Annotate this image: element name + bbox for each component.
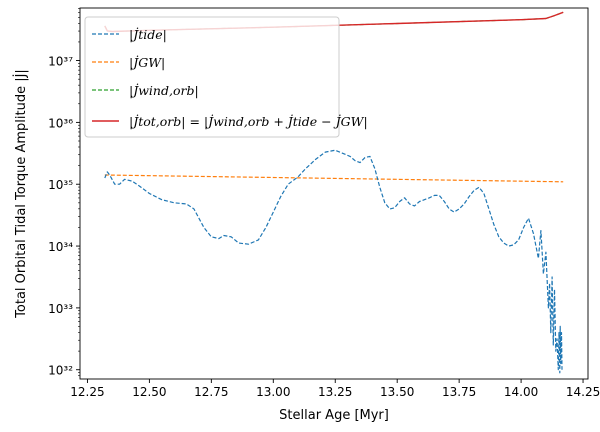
- x-tick-label: 14.00: [504, 385, 538, 399]
- x-tick-label: 12.75: [194, 385, 228, 399]
- x-tick-label: 13.25: [318, 385, 352, 399]
- y-axis-title: Total Orbital Tidal Torque Amplitude |J̇…: [14, 69, 29, 319]
- legend-label: |J̇GW|: [129, 55, 165, 70]
- y-tick-label: 10³⁴: [48, 240, 73, 254]
- series-line-0: [104, 149, 563, 374]
- axes-frame: [79, 7, 589, 380]
- x-tick-label: 12.50: [132, 385, 166, 399]
- x-tick-label: 14.25: [566, 385, 600, 399]
- x-tick-label: 12.25: [70, 385, 104, 399]
- ticks-layer: 12.25 12.50 12.75 13.00 13.25 13.50 13.75 14.00…: [48, 8, 600, 399]
- y-tick-label: 10³²: [48, 364, 73, 378]
- y-tick-label: 10³⁶: [48, 116, 73, 130]
- legend-box: [84, 16, 340, 138]
- y-tick-label: 10³⁷: [48, 55, 73, 69]
- x-tick-label: 13.00: [256, 385, 290, 399]
- legend-label: |J̇tide|: [129, 27, 167, 42]
- legend-label: |J̇tot,orb| = |J̇wind,orb + J̇tide − J̇G…: [129, 114, 368, 129]
- y-tick-label: 10³³: [48, 302, 73, 316]
- x-tick-label: 13.75: [442, 385, 476, 399]
- series-line-1: [104, 174, 564, 183]
- legend-label: |J̇wind,orb|: [129, 83, 199, 98]
- y-tick-label: 10³⁵: [48, 178, 73, 192]
- x-tick-label: 13.50: [380, 385, 414, 399]
- x-axis-title: Stellar Age [Myr]: [279, 408, 389, 423]
- legend: |J̇tide| |J̇GW| |J̇wind,orb| |J̇tot,orb| = …: [84, 16, 368, 138]
